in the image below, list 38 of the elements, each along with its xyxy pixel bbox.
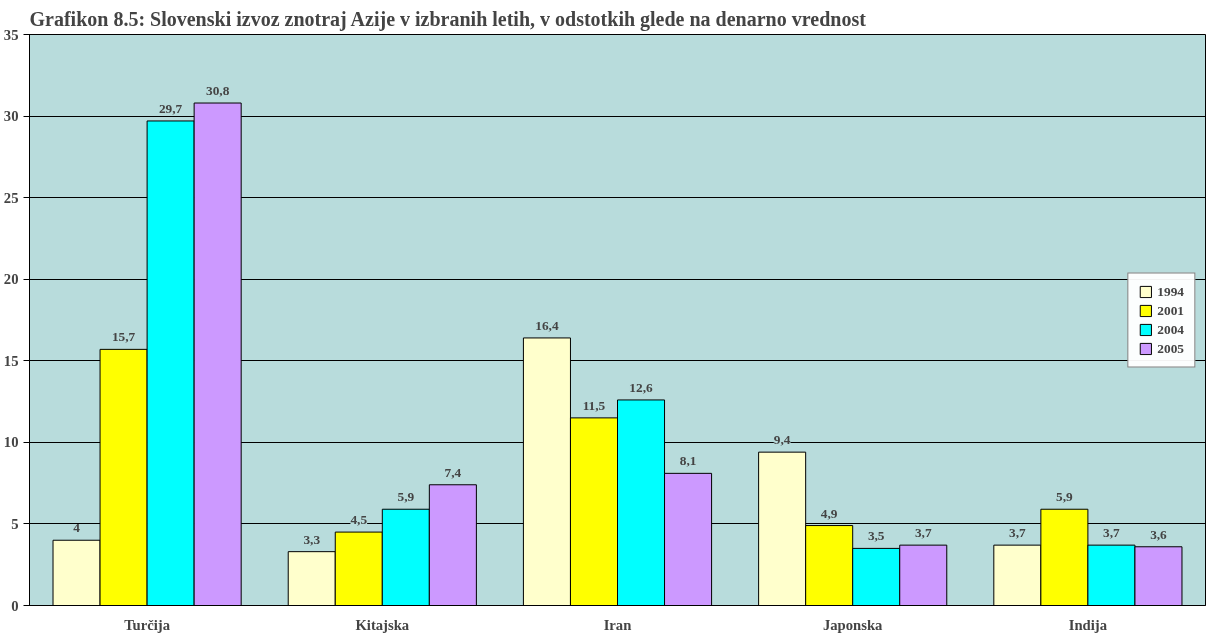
legend-label: 2001 <box>1157 302 1184 318</box>
data-label: 3,5 <box>867 528 885 544</box>
data-label: 15,7 <box>111 329 136 345</box>
data-label: 4 <box>73 520 81 536</box>
data-label: 9,4 <box>773 432 791 448</box>
legend-label: 2004 <box>1157 321 1184 337</box>
x-tick-label: Kitajska <box>355 616 410 633</box>
legend-label: 1994 <box>1157 283 1184 299</box>
data-label: 7,4 <box>444 464 462 480</box>
data-label: 29,7 <box>158 100 183 116</box>
chart-title: Grafikon 8.5: Slovenski izvoz znotraj Azije v izbranih letih, v odstotkih glede na denarno vrednost <box>29 7 867 31</box>
data-label: 3,7 <box>1103 525 1121 541</box>
y-tick-label: 10 <box>3 434 19 451</box>
data-label: 3,6 <box>1150 526 1168 542</box>
y-tick-label: 15 <box>3 352 19 369</box>
y-tick-label: 20 <box>3 271 19 288</box>
x-tick-label: Iran <box>603 616 632 633</box>
data-label: 8,1 <box>679 453 697 469</box>
y-tick-label: 25 <box>3 189 19 206</box>
data-label: 12,6 <box>629 379 654 395</box>
x-tick-label: Turčija <box>124 616 171 633</box>
legend-label: 2005 <box>1157 340 1184 356</box>
y-tick-label: 5 <box>11 515 19 532</box>
data-label: 16,4 <box>535 317 559 333</box>
x-tick-label: Japonska <box>822 616 884 633</box>
data-label: 4,5 <box>350 512 368 528</box>
data-label: 5,9 <box>397 489 415 505</box>
data-label: 11,5 <box>582 397 606 413</box>
data-label: 5,9 <box>1056 489 1074 505</box>
data-label: 3,7 <box>1009 525 1027 541</box>
y-tick-label: 35 <box>3 26 19 43</box>
data-label: 3,3 <box>303 531 321 547</box>
data-label: 30,8 <box>206 83 230 99</box>
x-tick-label: Indija <box>1068 616 1108 633</box>
data-label: 4,9 <box>820 505 838 521</box>
y-tick-label: 0 <box>11 597 19 614</box>
data-label: 3,7 <box>914 525 932 541</box>
y-tick-label: 30 <box>3 108 19 125</box>
